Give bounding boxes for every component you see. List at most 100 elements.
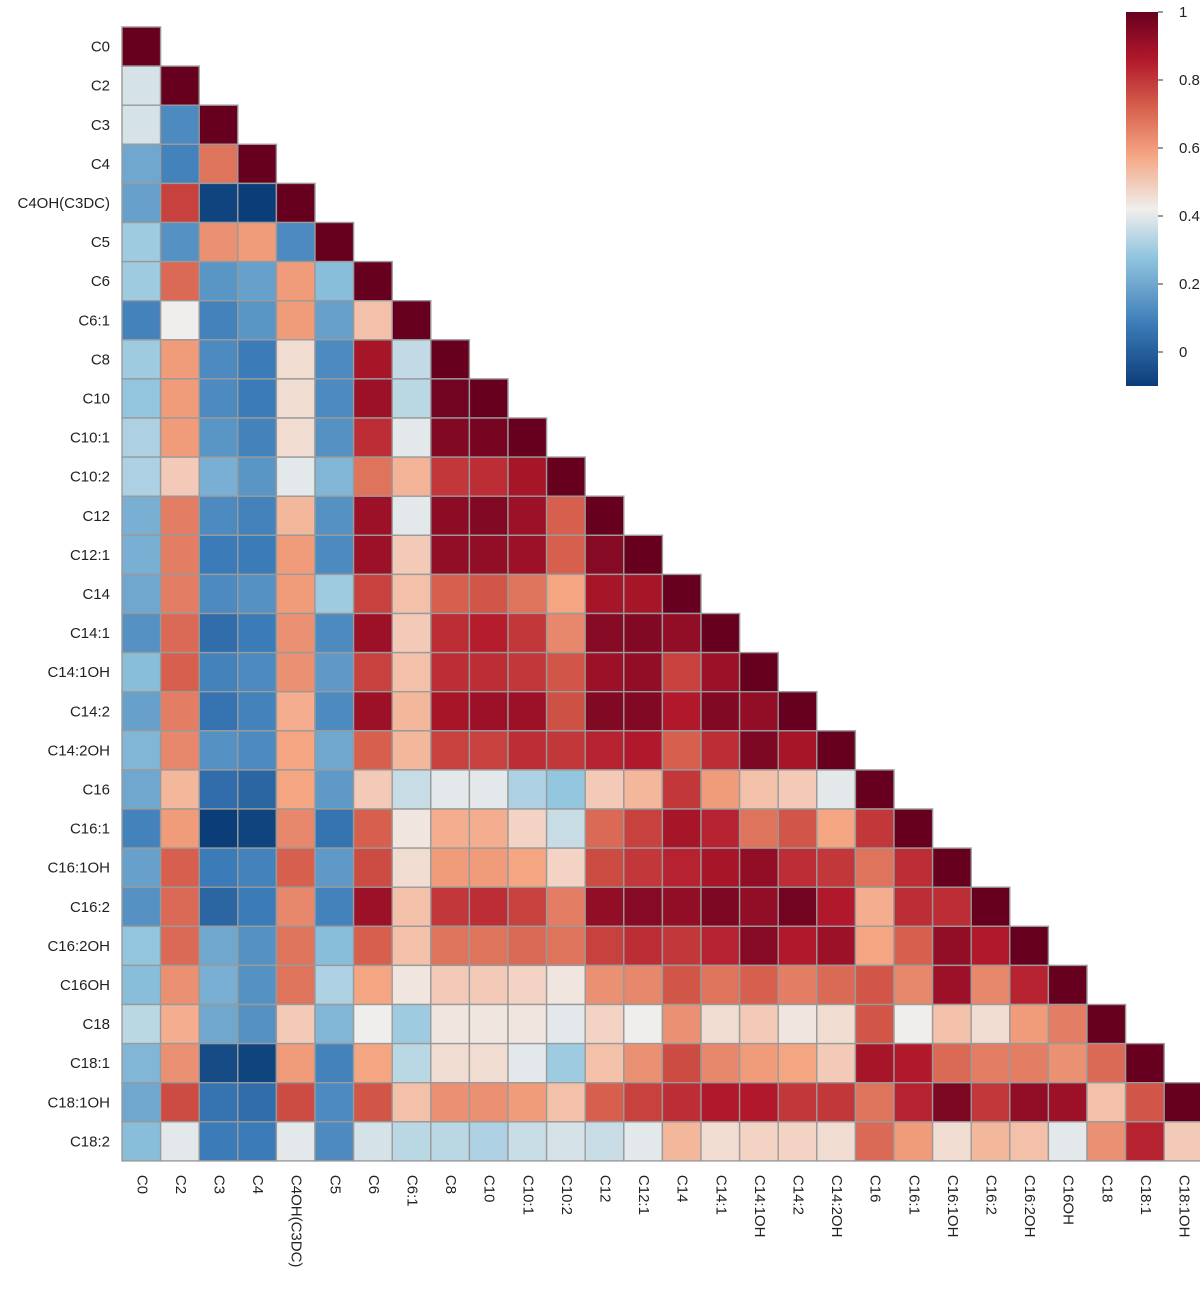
cell-c18-1-c12-1: [623, 1042, 664, 1084]
cell-c14-2oh-c12-1: [623, 730, 664, 771]
colorbar-tick-label: 0: [1179, 344, 1187, 361]
cell-c18-c16-2: [970, 1003, 1011, 1045]
row-label-c6-1: C6:1: [78, 312, 110, 329]
colorbar: 1 0.8 0.6 0.4 0.2 0: [1126, 4, 1200, 386]
cell-c16-2oh-c16-1oh: [931, 925, 972, 967]
cell-c14-1oh-c5: [314, 651, 355, 693]
cell-c5-c0: [121, 221, 162, 263]
cell-c18-2-c6-1: [391, 1121, 432, 1162]
heatmap-cells: [121, 26, 1200, 1162]
cell-c16-c3: [198, 769, 239, 810]
cell-c16-2-c6-1: [391, 886, 432, 928]
cell-c10-c0: [121, 378, 162, 419]
colorbar-tick-label: 1: [1179, 4, 1187, 21]
cell-c18-2-c16-1oh: [931, 1121, 972, 1162]
cell-c12-c4: [237, 495, 278, 537]
cell-c14-1oh-c4: [237, 651, 278, 693]
cell-c10-2-c6: [352, 456, 393, 497]
cell-c18-1oh-c16oh: [1047, 1081, 1088, 1123]
cell-c14-2-c6-1: [391, 691, 432, 732]
cell-c18-c10-2: [545, 1003, 586, 1045]
row-label-c14: C14: [82, 586, 110, 603]
cell-c14-c0: [121, 573, 162, 615]
cell-c4-c0: [121, 143, 162, 185]
cell-c4-c2: [159, 143, 200, 185]
row-label-c16: C16: [82, 781, 110, 798]
cell-c14-2oh-c12: [584, 730, 625, 771]
cell-c18-1oh-c16-1: [893, 1081, 934, 1123]
row-label-c2: C2: [91, 78, 110, 95]
cell-c18-c16-2oh: [1009, 1003, 1050, 1045]
cell-c8-c3: [198, 339, 239, 380]
column-label-c10-2: C10:2: [558, 1175, 575, 1215]
cell-c14-1oh-c12-1: [623, 651, 664, 693]
cell-c12-c10-1: [507, 495, 548, 537]
cell-c18-2-c14-1: [700, 1121, 741, 1162]
cell-c16-1oh-c10-2: [545, 847, 586, 888]
row-label-c5: C5: [91, 234, 110, 251]
cell-c14-2oh-c3: [198, 730, 239, 771]
cell-c18-c6: [352, 1003, 393, 1045]
cell-c5-c5: [314, 221, 355, 263]
cell-c18-1-c16-2: [970, 1042, 1011, 1084]
cell-c14-2oh-c8: [430, 730, 471, 771]
cell-c16-2-c10-1: [507, 886, 548, 928]
cell-c16oh-c6-1: [391, 964, 432, 1006]
cell-c18-2-c18-1oh: [1163, 1121, 1200, 1162]
cell-c16-1oh-c3: [198, 847, 239, 888]
cell-c18-1-c4oh-c3dc: [275, 1042, 316, 1084]
cell-c18-c5: [314, 1003, 355, 1045]
cell-c18-1-c14-2oh: [816, 1042, 857, 1084]
cell-c16-2oh-c14: [661, 925, 702, 967]
cell-c18-2-c18: [1086, 1121, 1127, 1162]
cell-c16oh-c14-2oh: [816, 964, 857, 1006]
cell-c16-1oh-c12: [584, 847, 625, 888]
cell-c14-2oh-c2: [159, 730, 200, 771]
cell-c12-c3: [198, 495, 239, 537]
row-label-c10-2: C10:2: [70, 469, 110, 486]
cell-c16-2oh-c16-1: [893, 925, 934, 967]
cell-c8-c4: [237, 339, 278, 380]
cell-c16-2-c14-2oh: [816, 886, 857, 928]
cell-c16oh-c16: [854, 964, 895, 1006]
cell-c14-c3: [198, 573, 239, 615]
cell-c10-2-c5: [314, 456, 355, 497]
cell-c14-c4oh-c3dc: [275, 573, 316, 615]
cell-c16-2oh-c4: [237, 925, 278, 967]
cell-c12-c12: [584, 495, 625, 537]
cell-c18-c18: [1086, 1003, 1127, 1045]
cell-c10-c10: [468, 378, 509, 419]
cell-c16-c12: [584, 769, 625, 810]
cell-c12-c0: [121, 495, 162, 537]
cell-c16-c5: [314, 769, 355, 810]
cell-c16oh-c4oh-c3dc: [275, 964, 316, 1006]
row-label-c16-1oh: C16:1OH: [47, 860, 110, 877]
cell-c14-1-c6: [352, 612, 393, 654]
cell-c10-1-c6-1: [391, 417, 432, 458]
cell-c14-1-c12-1: [623, 612, 664, 654]
cell-c10-2-c8: [430, 456, 471, 497]
cell-c14-2-c3: [198, 691, 239, 732]
cell-c5-c4: [237, 221, 278, 263]
cell-c14-2oh-c10: [468, 730, 509, 771]
cell-c6-1-c3: [198, 300, 239, 341]
cell-c12-1-c10-1: [507, 534, 548, 576]
cell-c16-1oh-c4oh-c3dc: [275, 847, 316, 888]
row-label-c14-2: C14:2: [70, 703, 110, 720]
cell-c18-c0: [121, 1003, 162, 1045]
cell-c16-2oh-c10-1: [507, 925, 548, 967]
cell-c18-1oh-c18: [1086, 1081, 1127, 1123]
cell-c16-1oh-c16-1oh: [931, 847, 972, 888]
cell-c18-1-c14-1oh: [738, 1042, 779, 1084]
cell-c16oh-c16-1: [893, 964, 934, 1006]
cell-c18-1-c18-1: [1124, 1042, 1165, 1084]
column-label-c12-1: C12:1: [635, 1175, 652, 1215]
cell-c16oh-c6: [352, 964, 393, 1006]
cell-c16-2-c16: [854, 886, 895, 928]
cell-c14-1oh-c3: [198, 651, 239, 693]
cell-c16oh-c16oh: [1047, 964, 1088, 1006]
cell-c18-1oh-c2: [159, 1081, 200, 1123]
cell-c16-1oh-c14-1: [700, 847, 741, 888]
cell-c18-2-c14-2oh: [816, 1121, 857, 1162]
cell-c16oh-c14-2: [777, 964, 818, 1006]
